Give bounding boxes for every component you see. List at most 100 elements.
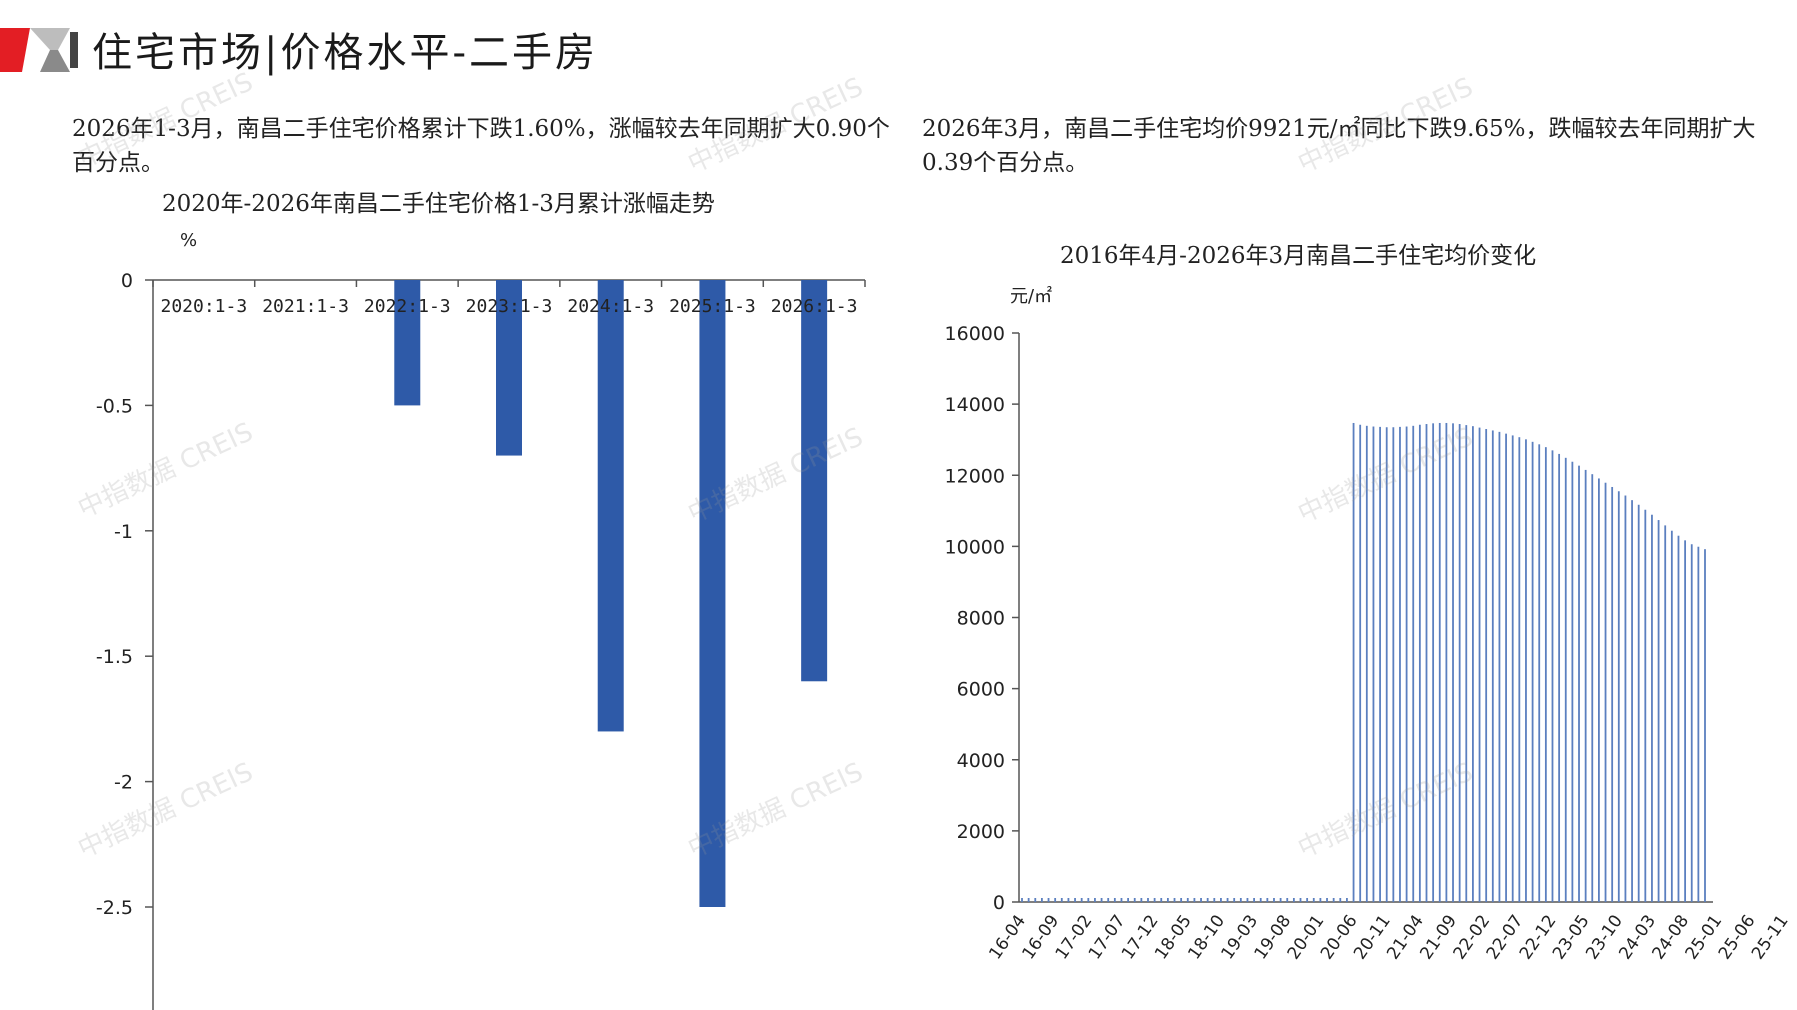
price-bar [1113, 898, 1116, 902]
price-bar [1551, 450, 1554, 902]
price-bar [1425, 424, 1428, 902]
x-category-label: 2020:1-3 [161, 296, 248, 317]
price-bar [1246, 898, 1249, 902]
price-bar [1213, 898, 1216, 902]
price-bar [1021, 898, 1023, 902]
price-bar [1186, 898, 1189, 902]
price-bar [1087, 898, 1090, 902]
bar-2024:1-3 [597, 280, 624, 732]
price-bar [1365, 425, 1368, 902]
y-axis-unit-percent: % [180, 230, 198, 251]
price-bar [1564, 457, 1567, 902]
y-tick-label: -2 [114, 772, 133, 794]
price-bar [1127, 898, 1129, 902]
price-bar [1704, 549, 1706, 902]
price-bar [1591, 474, 1594, 902]
y-tick-label: -2.5 [96, 897, 133, 919]
price-bar [1604, 482, 1607, 902]
price-bar [1472, 426, 1474, 902]
y-tick-label: 6000 [957, 679, 1005, 701]
price-bar [1220, 898, 1222, 902]
chart-title-cumulative: 2020年-2026年南昌二手住宅价格1-3月累计涨幅走势 [162, 191, 715, 217]
y-tick-label: 0 [993, 892, 1005, 914]
price-bar [1326, 898, 1328, 902]
price-bar [1180, 898, 1183, 902]
price-bar [1346, 898, 1348, 902]
price-bar [1147, 898, 1149, 902]
y-axis-unit-price: 元/㎡ [1010, 286, 1053, 307]
bar-2023:1-3 [496, 280, 522, 456]
price-bar [1120, 898, 1123, 902]
price-bar [1034, 898, 1037, 902]
price-bar [1372, 426, 1375, 902]
price-bar [1080, 898, 1083, 902]
price-bar [1657, 520, 1660, 902]
price-bar [1206, 898, 1209, 902]
y-tick-label: -1.5 [96, 646, 133, 668]
price-bar [1571, 461, 1574, 902]
y-tick-label: 0 [121, 270, 133, 292]
x-category-label: 2026:1-3 [771, 296, 858, 317]
price-bar [1153, 898, 1156, 902]
price-bar [1226, 898, 1229, 902]
y-tick-label: 4000 [957, 750, 1005, 772]
price-bar [1352, 422, 1355, 902]
price-bar [1511, 435, 1514, 902]
price-bar [1286, 898, 1289, 902]
summary-text-right: 2026年3月，南昌二手住宅均价9921元/㎡同比下跌9.65%，跌幅较去年同期… [922, 116, 1756, 176]
summary-text-left: 2026年1-3月，南昌二手住宅价格累计下跌1.60%，涨幅较去年同期扩大0.9… [72, 116, 890, 176]
price-bar [1677, 535, 1680, 902]
bar-2026:1-3 [801, 280, 828, 682]
price-bar [1670, 530, 1673, 902]
price-bar [1273, 898, 1275, 902]
price-bar [1160, 898, 1163, 902]
price-bar [1173, 898, 1176, 902]
price-bar [1299, 898, 1302, 902]
price-bar [1418, 424, 1421, 902]
price-bar [1651, 514, 1653, 902]
x-category-label: 2025:1-3 [669, 296, 756, 317]
price-bar [1498, 431, 1501, 902]
price-bar [1617, 491, 1620, 902]
price-bar [1399, 426, 1401, 902]
price-bar [1405, 426, 1408, 902]
y-tick-label: 2000 [957, 821, 1005, 843]
y-tick-label: 12000 [945, 465, 1005, 487]
price-bar [1584, 469, 1587, 902]
y-tick-label: -1 [114, 521, 133, 543]
y-tick-label: 10000 [945, 536, 1005, 558]
price-bar [1339, 898, 1342, 902]
price-bar [1266, 898, 1269, 902]
price-bar [1054, 898, 1057, 902]
x-category-label: 2022:1-3 [364, 296, 451, 317]
price-bar [1166, 898, 1169, 902]
price-bar [1047, 898, 1050, 902]
page-title: 住宅市场|价格水平-二手房 [92, 30, 598, 76]
price-bar [1544, 447, 1547, 902]
price-bar [1233, 898, 1236, 902]
price-bar [1100, 898, 1103, 902]
price-bar [1392, 427, 1395, 902]
price-bar [1140, 898, 1143, 902]
price-bar [1432, 423, 1435, 902]
y-tick-label: 8000 [957, 608, 1005, 630]
price-bar [1253, 898, 1255, 902]
price-bar [1690, 544, 1693, 902]
bar-2025:1-3 [699, 280, 726, 907]
price-bar [1611, 486, 1614, 902]
price-bar [1538, 444, 1541, 902]
y-tick-label: 14000 [945, 394, 1005, 416]
price-bar [1505, 433, 1507, 902]
price-bar [1292, 898, 1295, 902]
price-bar [1412, 425, 1415, 902]
price-bar [1027, 898, 1030, 902]
x-category-label: 2023:1-3 [466, 296, 553, 317]
price-bar [1531, 441, 1534, 902]
price-bar [1094, 898, 1096, 902]
price-bar [1631, 500, 1633, 902]
price-bar [1485, 429, 1488, 902]
price-bar [1312, 898, 1315, 902]
price-bar [1067, 898, 1070, 902]
price-bar [1598, 478, 1600, 902]
